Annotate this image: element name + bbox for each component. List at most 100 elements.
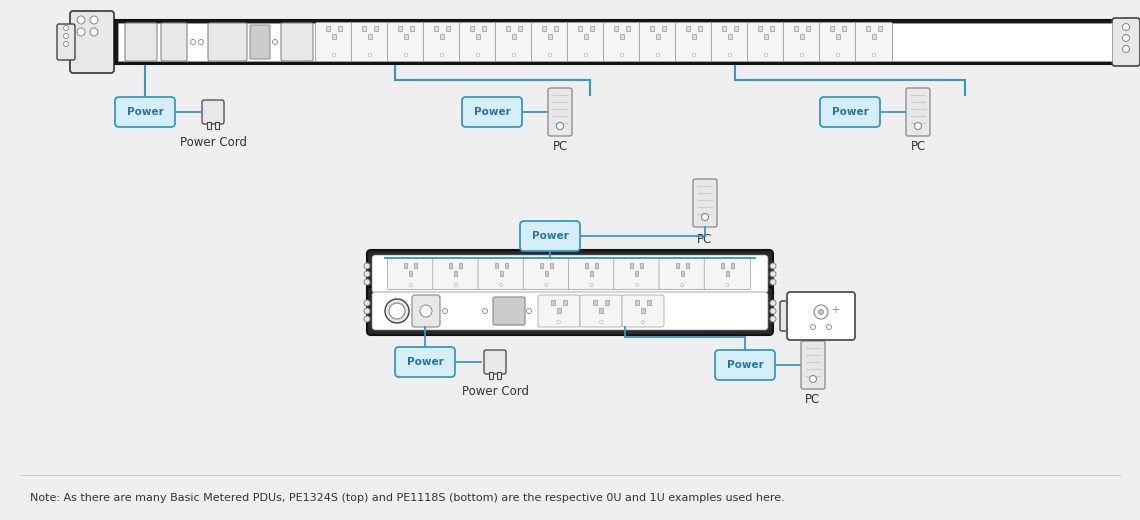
Circle shape [1123, 23, 1130, 31]
FancyBboxPatch shape [531, 22, 569, 61]
Bar [676, 263, 678, 268]
FancyBboxPatch shape [433, 258, 479, 290]
Circle shape [872, 53, 876, 57]
Circle shape [409, 283, 413, 287]
Bar [119, 23, 1112, 61]
Circle shape [584, 53, 588, 57]
Bar [540, 263, 543, 268]
Bar [455, 271, 457, 276]
Circle shape [591, 283, 593, 287]
FancyBboxPatch shape [372, 255, 768, 293]
FancyBboxPatch shape [161, 23, 187, 61]
Bar [764, 34, 768, 39]
Bar [578, 26, 583, 31]
Circle shape [548, 53, 552, 57]
Circle shape [556, 123, 563, 129]
FancyBboxPatch shape [676, 22, 712, 61]
Circle shape [482, 308, 488, 314]
Bar [872, 34, 876, 39]
Bar [591, 271, 593, 276]
Bar [374, 26, 378, 31]
Text: Power: Power [726, 360, 764, 370]
FancyBboxPatch shape [492, 297, 526, 325]
FancyBboxPatch shape [496, 22, 532, 61]
Bar [650, 26, 654, 31]
Bar [332, 34, 336, 39]
Bar [692, 34, 697, 39]
FancyBboxPatch shape [423, 22, 461, 61]
FancyBboxPatch shape [372, 292, 768, 330]
Circle shape [364, 279, 371, 285]
Bar [641, 308, 645, 313]
FancyBboxPatch shape [693, 179, 717, 227]
Circle shape [826, 324, 831, 330]
FancyBboxPatch shape [748, 22, 784, 61]
Bar [563, 300, 567, 305]
FancyBboxPatch shape [855, 22, 893, 61]
Bar [728, 34, 732, 39]
Bar [499, 271, 503, 276]
Bar [648, 300, 651, 305]
Circle shape [64, 42, 68, 46]
Bar [446, 26, 450, 31]
Bar [207, 122, 211, 129]
FancyBboxPatch shape [367, 287, 773, 335]
Text: PC: PC [911, 140, 926, 153]
Circle shape [405, 53, 408, 57]
Circle shape [545, 283, 548, 287]
Bar [414, 263, 417, 268]
Bar [495, 263, 498, 268]
Circle shape [620, 53, 624, 57]
Bar [497, 372, 500, 379]
Bar [115, 20, 1115, 64]
FancyBboxPatch shape [820, 97, 880, 127]
FancyBboxPatch shape [478, 258, 524, 290]
FancyBboxPatch shape [280, 23, 314, 61]
Circle shape [692, 53, 695, 57]
Bar [482, 26, 486, 31]
Circle shape [837, 53, 840, 57]
Bar [686, 26, 690, 31]
Bar [793, 26, 798, 31]
Bar [698, 26, 702, 31]
Circle shape [512, 53, 515, 57]
Circle shape [442, 308, 448, 314]
Bar [404, 263, 407, 268]
Circle shape [819, 309, 823, 315]
Circle shape [770, 279, 776, 285]
FancyBboxPatch shape [115, 97, 176, 127]
Text: Power: Power [407, 357, 443, 367]
Bar [731, 263, 734, 268]
FancyBboxPatch shape [659, 258, 706, 290]
Circle shape [78, 16, 86, 24]
Bar [585, 263, 588, 268]
Bar [656, 34, 660, 39]
Bar [878, 26, 882, 31]
Circle shape [914, 123, 921, 129]
FancyBboxPatch shape [711, 22, 749, 61]
Bar [635, 300, 640, 305]
Bar [635, 271, 638, 276]
FancyBboxPatch shape [125, 23, 157, 61]
Text: Power: Power [127, 107, 163, 117]
Bar [512, 34, 516, 39]
FancyBboxPatch shape [715, 350, 775, 380]
Bar [505, 263, 507, 268]
Bar [591, 26, 594, 31]
FancyBboxPatch shape [316, 22, 352, 61]
FancyBboxPatch shape [459, 22, 497, 61]
Circle shape [364, 271, 371, 277]
Bar [662, 26, 666, 31]
Circle shape [364, 308, 371, 314]
Circle shape [389, 303, 405, 319]
Bar [842, 26, 846, 31]
FancyBboxPatch shape [57, 24, 75, 60]
Circle shape [764, 53, 768, 57]
Bar [626, 26, 630, 31]
Circle shape [770, 300, 776, 306]
Bar [409, 271, 413, 276]
Bar [459, 263, 463, 268]
Circle shape [368, 53, 372, 57]
Circle shape [198, 40, 204, 45]
Bar [477, 34, 480, 39]
